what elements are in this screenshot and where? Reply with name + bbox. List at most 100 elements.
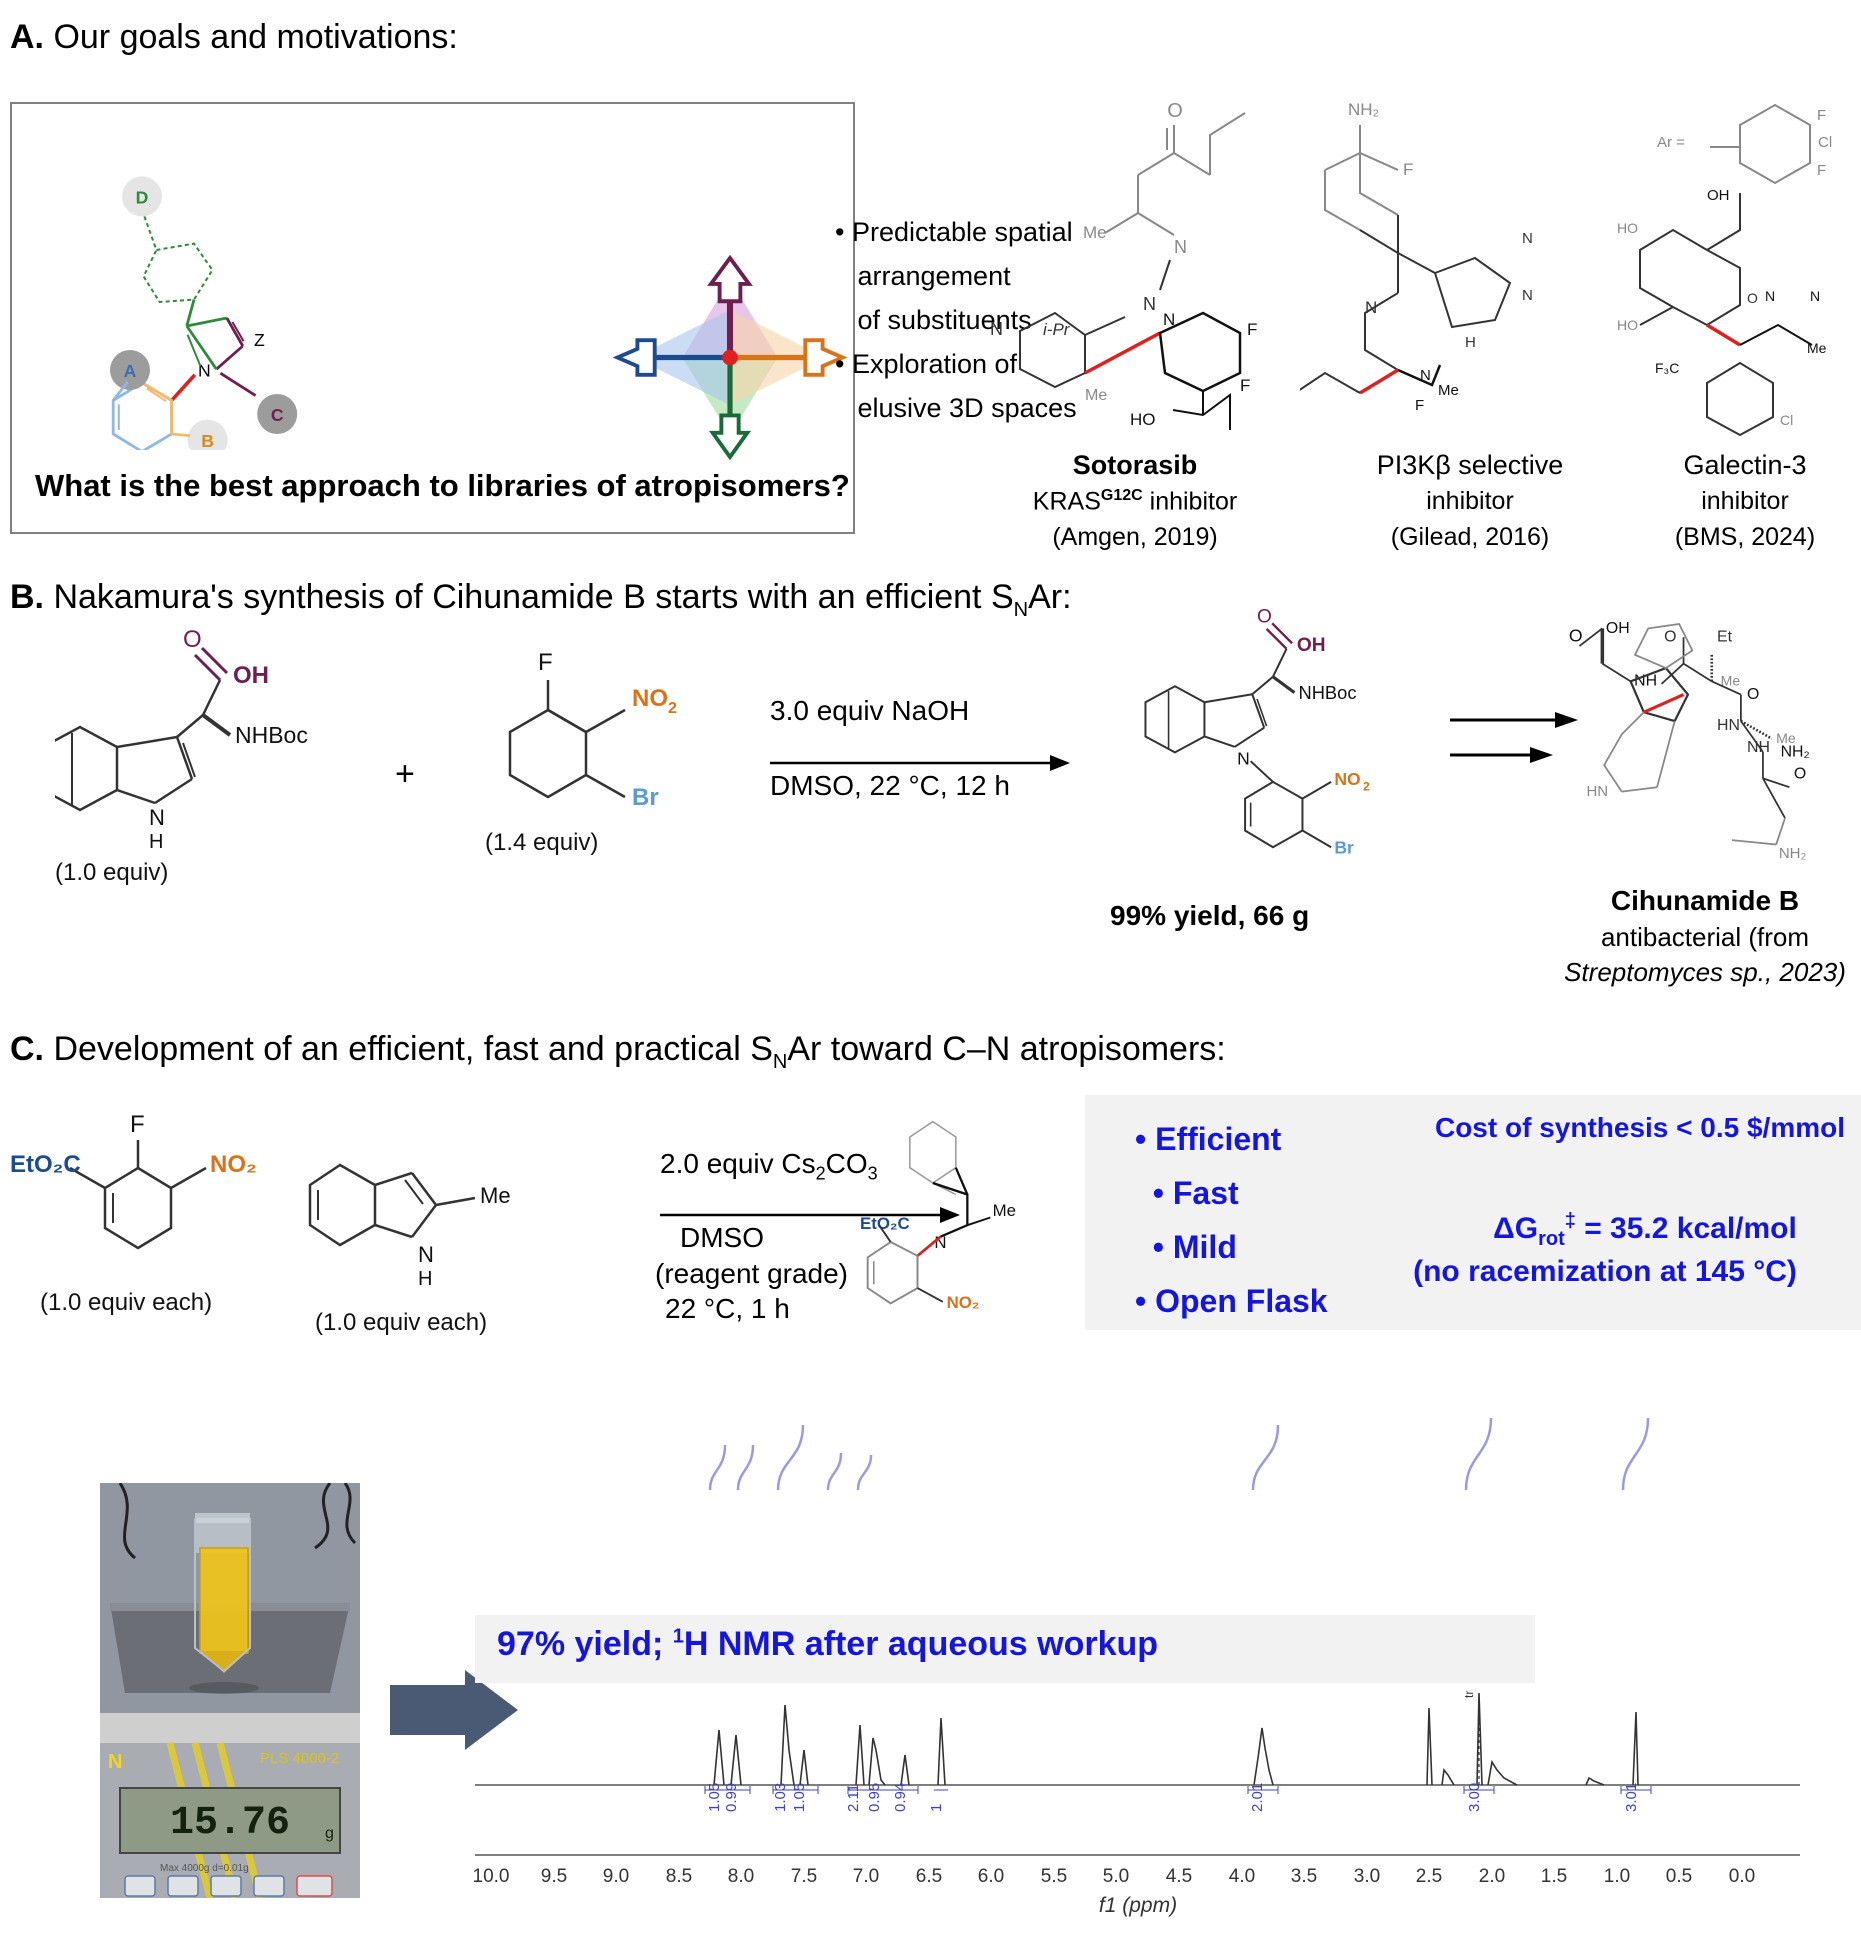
svg-text:NHBoc: NHBoc	[235, 722, 308, 748]
svg-text:OH: OH	[1297, 635, 1326, 656]
svg-text:O: O	[1747, 290, 1758, 306]
svg-text:N: N	[1163, 310, 1175, 329]
svg-text:Me: Me	[480, 1183, 511, 1208]
svg-text:1: 1	[928, 1804, 945, 1812]
svg-text:HO: HO	[1130, 410, 1156, 429]
svg-text:NH₂: NH₂	[1348, 100, 1379, 119]
svg-text:Et: Et	[1717, 629, 1733, 646]
svg-text:B: B	[201, 431, 214, 450]
svg-text:0.99: 0.99	[723, 1783, 740, 1812]
svg-text:N: N	[1174, 237, 1187, 257]
svg-text:Ar =: Ar =	[1657, 134, 1685, 151]
svg-text:D: D	[136, 188, 149, 208]
svg-text:NH₂: NH₂	[1779, 845, 1807, 862]
svg-text:Me: Me	[1438, 382, 1459, 399]
svg-text:F: F	[1247, 320, 1257, 339]
svg-text:F: F	[1817, 162, 1826, 179]
svg-text:H: H	[1465, 334, 1476, 351]
svg-text:F: F	[1817, 107, 1826, 124]
svg-text:O: O	[1257, 607, 1272, 628]
svg-text:6.0: 6.0	[978, 1866, 1004, 1887]
svg-text:f1 (ppm): f1 (ppm)	[1099, 1894, 1177, 1917]
svg-text:HN: HN	[1717, 717, 1740, 734]
svg-text:A: A	[124, 361, 137, 381]
svg-text:0.0: 0.0	[1729, 1866, 1755, 1887]
svg-text:3.0: 3.0	[1354, 1866, 1380, 1887]
svg-text:3.5: 3.5	[1291, 1866, 1317, 1887]
svg-text:9.0: 9.0	[603, 1866, 629, 1887]
svg-text:H: H	[149, 831, 163, 853]
svg-text:NHBoc: NHBoc	[1298, 682, 1356, 703]
svg-text:NO₂: NO₂	[947, 1293, 980, 1312]
svg-text:N: N	[1522, 230, 1533, 247]
svg-text:i-Pr: i-Pr	[1043, 320, 1071, 339]
svg-text:O: O	[183, 626, 202, 653]
svg-text:NH₂: NH₂	[1781, 743, 1810, 760]
svg-text:N: N	[1143, 294, 1156, 314]
svg-text:N: N	[418, 1242, 434, 1267]
svg-text:Me: Me	[1085, 387, 1107, 404]
svg-text:N: N	[934, 1233, 946, 1252]
svg-text:5.0: 5.0	[1103, 1866, 1129, 1887]
svg-text:N: N	[149, 805, 165, 830]
svg-text:2: 2	[1363, 780, 1370, 794]
svg-text:O: O	[1569, 626, 1583, 646]
svg-text:OH: OH	[1707, 187, 1730, 204]
svg-text:C: C	[271, 405, 284, 425]
svg-text:Cl: Cl	[1818, 134, 1832, 151]
svg-text:F: F	[1403, 160, 1413, 179]
svg-text:2.0: 2.0	[1479, 1866, 1505, 1887]
svg-text:1.05: 1.05	[706, 1783, 723, 1812]
svg-text:N: N	[1237, 748, 1250, 768]
svg-text:Z: Z	[254, 330, 265, 350]
svg-text:trace DMSO: trace DMSO	[1462, 1690, 1476, 1698]
svg-text:1.05: 1.05	[791, 1783, 808, 1812]
svg-text:7.5: 7.5	[791, 1866, 817, 1887]
svg-text:HO: HO	[1617, 317, 1638, 333]
svg-text:2: 2	[668, 700, 677, 717]
svg-text:O: O	[1794, 765, 1806, 782]
svg-text:0.94: 0.94	[892, 1783, 909, 1812]
svg-text:(1.0 equiv each): (1.0 equiv each)	[40, 1289, 212, 1316]
svg-text:Me: Me	[993, 1201, 1016, 1220]
svg-text:EtO₂C: EtO₂C	[860, 1214, 910, 1233]
svg-text:Br: Br	[1334, 838, 1354, 858]
svg-text:HN: HN	[1586, 783, 1608, 800]
svg-text:F: F	[130, 1111, 145, 1138]
svg-text:F₃C: F₃C	[1655, 360, 1679, 376]
svg-text:Me: Me	[1083, 223, 1107, 242]
svg-text:(1.0 equiv each): (1.0 equiv each)	[315, 1309, 487, 1336]
svg-text:1.5: 1.5	[1541, 1866, 1567, 1887]
svg-text:2.11: 2.11	[845, 1784, 862, 1812]
svg-text:F: F	[1415, 397, 1424, 414]
svg-text:2.5: 2.5	[1416, 1866, 1442, 1887]
svg-text:2.01: 2.01	[1249, 1783, 1266, 1812]
svg-text:NO₂: NO₂	[210, 1151, 257, 1178]
svg-text:Cl: Cl	[1780, 412, 1793, 428]
svg-text:8.5: 8.5	[666, 1866, 692, 1887]
svg-text:N: N	[1522, 287, 1533, 304]
svg-text:NO: NO	[1334, 769, 1360, 789]
svg-text:(1.0 equiv): (1.0 equiv)	[55, 859, 168, 886]
svg-text:NO: NO	[632, 685, 668, 712]
svg-text:EtO₂C: EtO₂C	[10, 1151, 81, 1178]
svg-text:1.0: 1.0	[1604, 1866, 1630, 1887]
svg-text:0.95: 0.95	[866, 1783, 883, 1812]
svg-text:3.00: 3.00	[1466, 1783, 1483, 1812]
svg-text:HO: HO	[1617, 220, 1638, 236]
svg-text:NH: NH	[1747, 739, 1770, 756]
svg-text:F: F	[1240, 376, 1250, 395]
svg-text:N: N	[990, 319, 1003, 339]
svg-text:N: N	[1765, 288, 1775, 304]
svg-text:N: N	[1810, 288, 1820, 304]
svg-text:H: H	[418, 1268, 432, 1290]
svg-text:9.5: 9.5	[541, 1866, 567, 1887]
svg-text:F: F	[538, 650, 553, 676]
svg-text:OH: OH	[1606, 620, 1630, 637]
svg-text:6.5: 6.5	[916, 1866, 942, 1887]
svg-text:1.03: 1.03	[772, 1783, 789, 1812]
svg-text:OH: OH	[233, 662, 269, 689]
svg-text:8.0: 8.0	[728, 1866, 754, 1887]
svg-text:5.5: 5.5	[1041, 1866, 1067, 1887]
svg-text:4.0: 4.0	[1229, 1866, 1255, 1887]
